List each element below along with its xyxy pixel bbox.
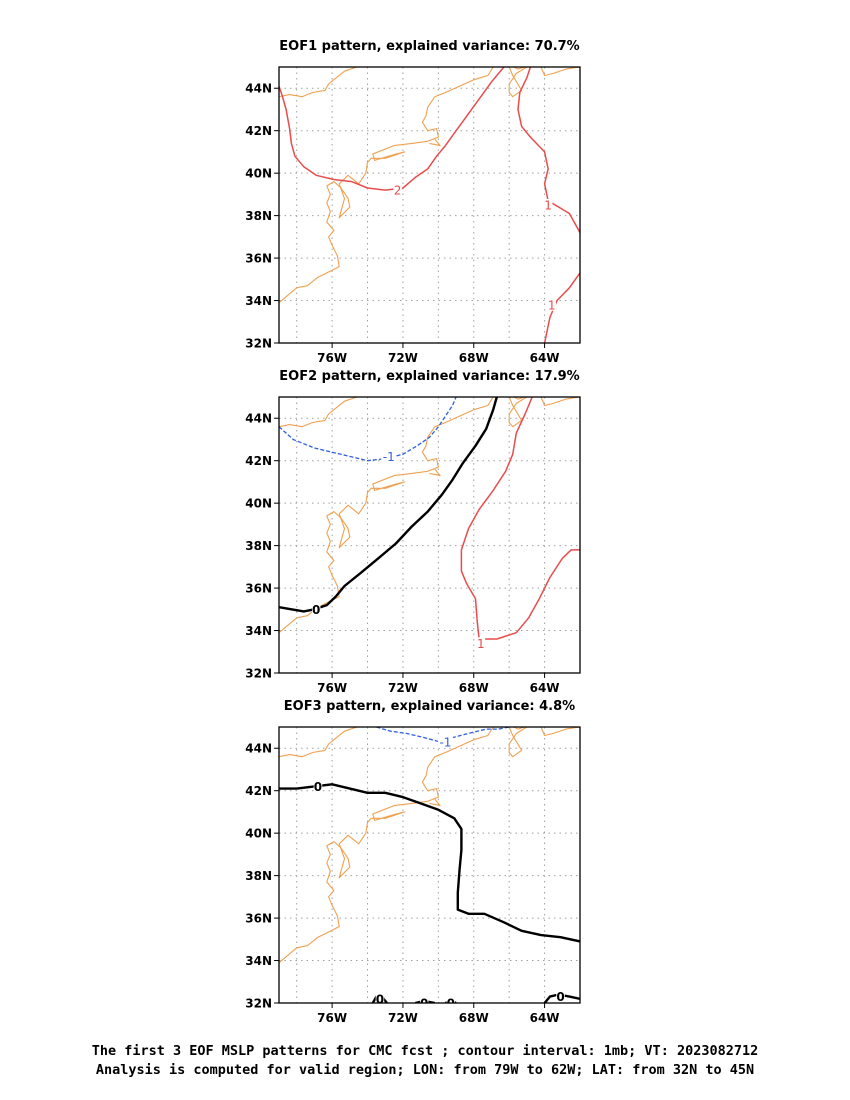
y-tick-label: 44N xyxy=(245,82,272,96)
contour-label: -1 xyxy=(383,450,395,464)
positive-contour xyxy=(279,67,505,191)
contour-label-background xyxy=(419,997,429,1003)
eof-panel-2: EOF2 pattern, explained variance: 17.9% -… xyxy=(245,369,581,695)
y-tick-label: 38N xyxy=(245,209,272,223)
coastline xyxy=(279,397,358,428)
coastline xyxy=(493,67,580,77)
zero-contour xyxy=(279,783,580,943)
x-tick-label: 72W xyxy=(388,1011,418,1025)
coastline xyxy=(279,397,494,634)
contour-label-background xyxy=(381,450,397,463)
y-tick-label: 42N xyxy=(245,124,272,138)
y-tick-label: 34N xyxy=(245,624,272,638)
contour-label-background xyxy=(446,997,455,1003)
contour-label: 0 xyxy=(556,990,564,1004)
contour-label: 0 xyxy=(314,780,322,794)
y-tick-label: 34N xyxy=(245,294,272,308)
coastline xyxy=(429,798,441,807)
contour-label: 0 xyxy=(376,992,384,1006)
contour-label: 1 xyxy=(544,199,552,213)
negative-contour xyxy=(279,397,457,462)
y-tick-label: 44N xyxy=(245,412,272,426)
coastline xyxy=(429,138,441,147)
map-frame xyxy=(278,726,581,1004)
contour-label-background xyxy=(556,990,565,1003)
x-tick-label: 68W xyxy=(459,681,489,695)
x-tick-label: 64W xyxy=(530,1011,560,1025)
panel-title: EOF2 pattern, explained variance: 17.9% xyxy=(279,369,579,384)
coastline xyxy=(508,727,528,758)
coastline xyxy=(493,397,580,407)
coastline xyxy=(429,468,441,477)
contour-label: 2 xyxy=(394,184,402,198)
y-tick-label: 32N xyxy=(245,667,272,681)
contour-label-background xyxy=(476,637,486,650)
x-tick-label: 68W xyxy=(459,1011,489,1025)
contour-label: 1 xyxy=(477,637,485,651)
eof-panel-1: EOF1 pattern, explained variance: 70.7% 2… xyxy=(245,39,581,365)
x-tick-label: 76W xyxy=(317,1011,347,1025)
contour-label: 1 xyxy=(548,298,556,312)
y-tick-label: 40N xyxy=(245,497,272,511)
contour-label: 0 xyxy=(420,997,428,1011)
y-tick-label: 42N xyxy=(245,784,272,798)
contour-label-background xyxy=(393,184,402,197)
x-tick-label: 72W xyxy=(388,351,418,365)
x-tick-label: 64W xyxy=(530,351,560,365)
eof-panel-3: EOF3 pattern, explained variance: 4.8% -1… xyxy=(245,699,581,1025)
positive-contour xyxy=(517,67,580,233)
panel-title: EOF1 pattern, explained variance: 70.7% xyxy=(279,39,579,54)
positive-contour xyxy=(460,397,580,640)
panel-title: EOF3 pattern, explained variance: 4.8% xyxy=(284,699,575,714)
caption-line-2: Analysis is computed for valid region; L… xyxy=(95,1062,755,1078)
y-tick-label: 40N xyxy=(245,827,272,841)
contour-label-background xyxy=(375,992,385,1003)
contour-label-background xyxy=(547,298,556,311)
x-tick-label: 68W xyxy=(459,351,489,365)
coastline xyxy=(279,67,358,98)
coastline xyxy=(508,67,528,98)
coastline xyxy=(279,727,494,964)
y-tick-label: 38N xyxy=(245,539,272,553)
x-tick-label: 64W xyxy=(530,681,560,695)
map-frame xyxy=(278,66,581,344)
x-tick-label: 76W xyxy=(317,351,347,365)
coastline xyxy=(508,397,528,428)
y-tick-label: 34N xyxy=(245,954,272,968)
eof-map-panels: EOF1 pattern, explained variance: 70.7% 2… xyxy=(245,39,581,1025)
contour-label: 0 xyxy=(447,997,455,1011)
contour-label-background xyxy=(543,199,553,211)
contour-label-background xyxy=(313,780,323,793)
y-tick-label: 38N xyxy=(245,869,272,883)
x-tick-label: 76W xyxy=(317,681,347,695)
x-tick-label: 72W xyxy=(388,681,418,695)
positive-contour xyxy=(543,272,580,343)
y-tick-label: 36N xyxy=(245,252,272,266)
caption-line-1: The first 3 EOF MSLP patterns for CMC fc… xyxy=(91,1043,759,1059)
y-tick-label: 36N xyxy=(245,582,272,596)
coastline xyxy=(279,67,494,304)
y-tick-label: 44N xyxy=(245,742,272,756)
coastline xyxy=(493,727,580,737)
y-tick-label: 42N xyxy=(245,454,272,468)
coastline xyxy=(279,727,358,758)
contour-label-background xyxy=(311,603,321,616)
y-tick-label: 40N xyxy=(245,167,272,181)
y-tick-label: 32N xyxy=(245,337,272,351)
contour-label: 0 xyxy=(312,603,320,617)
contour-label: -1 xyxy=(439,735,451,749)
y-tick-label: 32N xyxy=(245,997,272,1011)
contour-label-background xyxy=(437,735,453,748)
map-frame xyxy=(278,396,581,674)
y-tick-label: 36N xyxy=(245,912,272,926)
